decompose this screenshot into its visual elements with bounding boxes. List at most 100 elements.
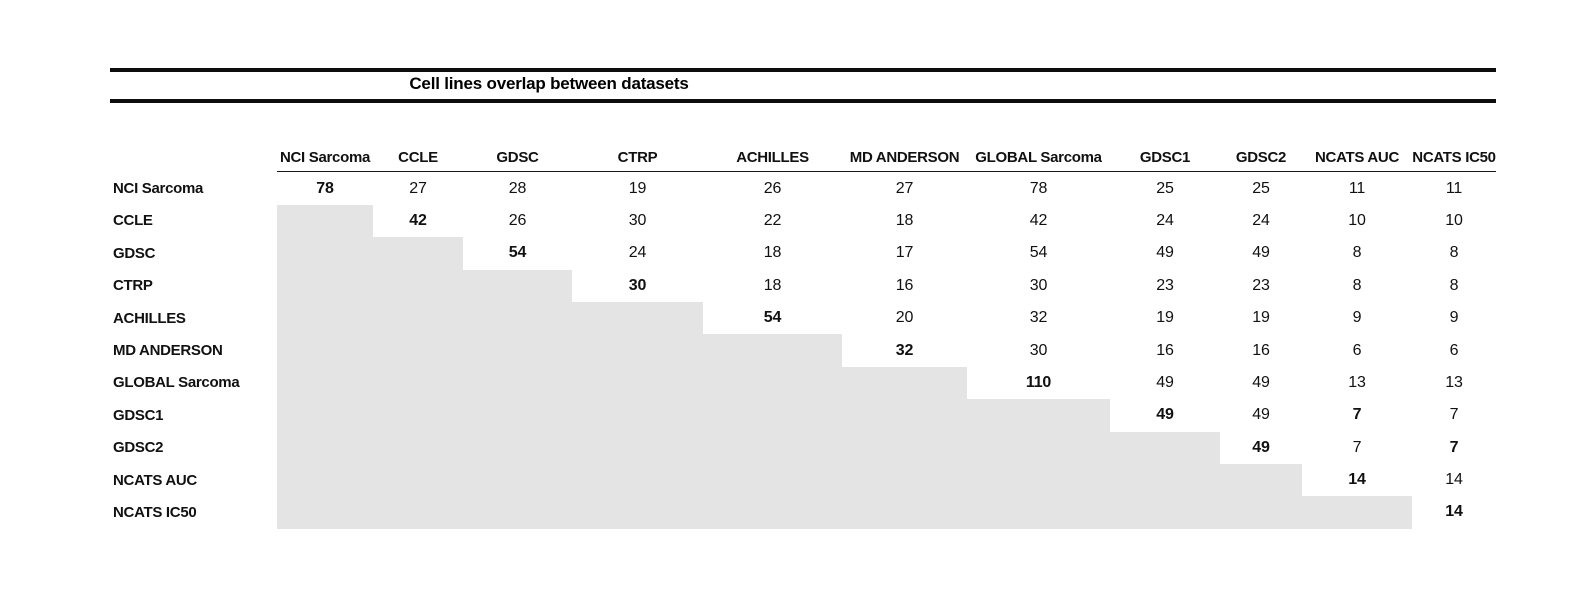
row-label: GDSC: [113, 244, 156, 262]
shaded-cell: [572, 399, 703, 432]
shaded-cell: [463, 496, 572, 529]
matrix-cell: 18: [842, 204, 967, 238]
shaded-cell: [572, 334, 703, 367]
matrix-cell: 25: [1110, 172, 1220, 205]
matrix-cell: 49: [1220, 366, 1302, 400]
mid-rule: [110, 99, 1496, 103]
row-label: GLOBAL Sarcoma: [113, 374, 240, 392]
shaded-cell: [373, 431, 463, 464]
matrix-cell: 14: [1412, 463, 1496, 497]
row-label: NCATS AUC: [113, 471, 197, 489]
shaded-cell: [277, 463, 373, 497]
row-label: NCI Sarcoma: [113, 180, 204, 198]
matrix-cell: 30: [572, 269, 703, 302]
matrix-cell: 22: [703, 204, 842, 238]
matrix-cell: 6: [1412, 334, 1496, 367]
matrix-cell: 8: [1302, 237, 1412, 270]
matrix-cell: 54: [703, 301, 842, 335]
column-header: NCATS IC50: [1412, 140, 1496, 173]
shaded-cell: [373, 301, 463, 335]
shaded-cell: [463, 269, 572, 302]
shaded-cell: [277, 301, 373, 335]
shaded-cell: [703, 334, 842, 367]
matrix-cell: 7: [1302, 399, 1412, 432]
shaded-cell: [373, 496, 463, 529]
matrix-cell: 14: [1412, 496, 1496, 529]
matrix-cell: 18: [703, 269, 842, 302]
matrix-cell: 30: [967, 334, 1110, 367]
shaded-cell: [703, 399, 842, 432]
shaded-cell: [1302, 496, 1412, 529]
top-rule: [110, 68, 1496, 72]
matrix-cell: 23: [1220, 269, 1302, 302]
shaded-cell: [572, 301, 703, 335]
matrix-cell: 7: [1302, 431, 1412, 464]
row-label: MD ANDERSON: [113, 342, 223, 360]
shaded-cell: [373, 237, 463, 270]
shaded-cell: [373, 463, 463, 497]
shaded-cell: [967, 431, 1110, 464]
matrix-cell: 19: [572, 172, 703, 205]
shaded-cell: [1220, 496, 1302, 529]
matrix-cell: 13: [1412, 366, 1496, 400]
matrix-cell: 13: [1302, 366, 1412, 400]
row-label: GDSC1: [113, 406, 164, 424]
matrix-cell: 19: [1110, 301, 1220, 335]
matrix-cell: 30: [572, 204, 703, 238]
shaded-cell: [572, 431, 703, 464]
matrix-cell: 19: [1220, 301, 1302, 335]
shaded-cell: [572, 366, 703, 400]
shaded-cell: [842, 431, 967, 464]
matrix-cell: 9: [1412, 301, 1496, 335]
matrix-cell: 24: [1220, 204, 1302, 238]
matrix-cell: 27: [373, 172, 463, 205]
matrix-cell: 11: [1412, 172, 1496, 205]
shaded-cell: [842, 366, 967, 400]
matrix-cell: 26: [463, 204, 572, 238]
matrix-cell: 16: [1220, 334, 1302, 367]
row-label: NCATS IC50: [113, 503, 197, 521]
shaded-cell: [277, 204, 373, 238]
matrix-cell: 24: [572, 237, 703, 270]
row-label: CTRP: [113, 277, 153, 295]
shaded-cell: [277, 366, 373, 400]
shaded-cell: [373, 334, 463, 367]
matrix-cell: 26: [703, 172, 842, 205]
shaded-cell: [277, 431, 373, 464]
shaded-cell: [703, 496, 842, 529]
matrix-cell: 9: [1302, 301, 1412, 335]
shaded-cell: [842, 463, 967, 497]
matrix-cell: 28: [463, 172, 572, 205]
shaded-cell: [842, 496, 967, 529]
table-title: Cell lines overlap between datasets: [409, 74, 689, 93]
matrix-cell: 17: [842, 237, 967, 270]
shaded-cell: [277, 334, 373, 367]
shaded-cell: [572, 496, 703, 529]
matrix-cell: 32: [967, 301, 1110, 335]
matrix-cell: 11: [1302, 172, 1412, 205]
row-label: CCLE: [113, 212, 153, 230]
shaded-cell: [277, 496, 373, 529]
corner-header-cell: [110, 140, 277, 173]
shaded-cell: [1220, 463, 1302, 497]
matrix-cell: 49: [1110, 237, 1220, 270]
shaded-cell: [967, 463, 1110, 497]
column-header: GDSC1: [1110, 140, 1220, 173]
matrix-cell: 10: [1412, 204, 1496, 238]
column-header: MD ANDERSON: [842, 140, 967, 173]
matrix-cell: 54: [463, 237, 572, 270]
column-header: NCI Sarcoma: [277, 140, 373, 173]
matrix-cell: 27: [842, 172, 967, 205]
column-header: GDSC2: [1220, 140, 1302, 173]
matrix-cell: 14: [1302, 463, 1412, 497]
shaded-cell: [463, 366, 572, 400]
matrix-cell: 8: [1302, 269, 1412, 302]
shaded-cell: [373, 366, 463, 400]
row-label: ACHILLES: [113, 309, 186, 327]
column-header: ACHILLES: [703, 140, 842, 173]
matrix-cell: 49: [1220, 431, 1302, 464]
shaded-cell: [572, 463, 703, 497]
matrix-cell: 16: [842, 269, 967, 302]
matrix-cell: 8: [1412, 269, 1496, 302]
shaded-cell: [463, 334, 572, 367]
